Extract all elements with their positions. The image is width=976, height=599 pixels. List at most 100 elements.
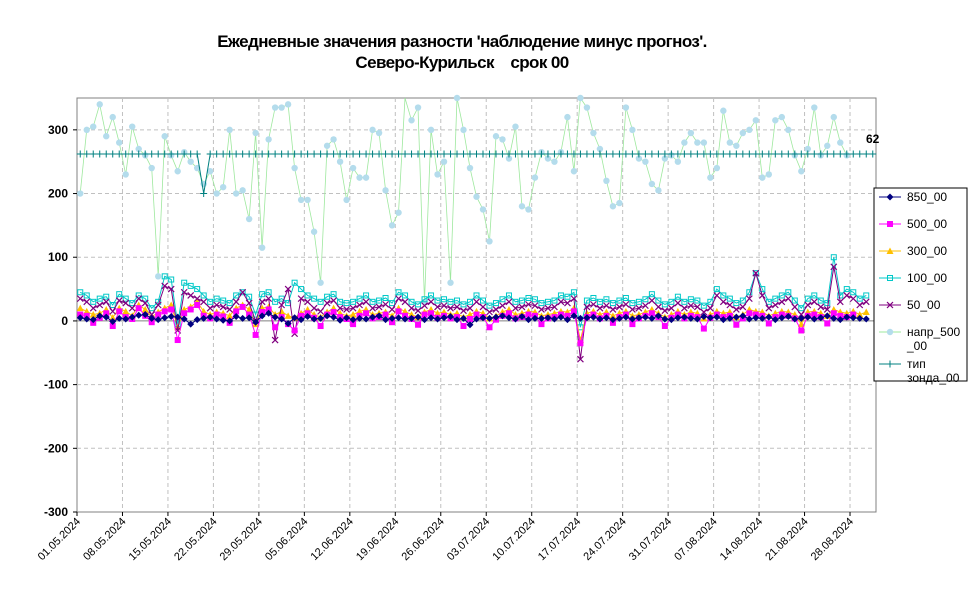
series-5-point <box>382 187 389 194</box>
series-0-point <box>401 315 409 323</box>
series-0-point <box>96 312 104 320</box>
series-3-point <box>376 297 383 304</box>
series-0-point <box>427 314 435 322</box>
series-4-point <box>667 304 675 312</box>
series-6-point <box>362 150 370 158</box>
series-5-point <box>103 133 110 140</box>
series-3-point <box>103 293 110 300</box>
series-0-point <box>518 312 526 320</box>
series-6-point <box>122 150 130 158</box>
series-1-point <box>259 309 266 316</box>
series-3-point <box>590 294 597 301</box>
series-0-point <box>752 314 760 322</box>
series-5-point <box>83 126 90 134</box>
series-5-point <box>759 174 766 181</box>
series-0-point <box>550 315 558 323</box>
series-3-point <box>837 292 844 299</box>
series-0-point <box>375 312 383 320</box>
series-0-point <box>304 312 312 320</box>
series-6-point <box>434 150 442 158</box>
series-3-point <box>752 270 759 277</box>
series-1-point <box>265 306 272 313</box>
series-6-point <box>576 150 584 158</box>
series-3-point <box>505 292 512 299</box>
series-0-point <box>765 313 773 321</box>
series-1-point <box>148 319 155 326</box>
series-1-point <box>155 311 162 318</box>
series-3-point <box>122 295 129 302</box>
x-tick-label: 26.06.2024 <box>399 516 446 563</box>
series-3-point <box>642 296 649 303</box>
series-1-point <box>505 310 512 317</box>
series-4-point <box>512 304 519 312</box>
series-4-point <box>200 298 208 306</box>
x-tick-label: 10.07.2024 <box>490 516 537 563</box>
series-4-point <box>674 299 682 307</box>
series-5-point <box>122 171 129 178</box>
series-1-point <box>661 323 668 330</box>
series-1-point <box>116 308 123 315</box>
series-6-point <box>180 150 188 158</box>
series-6-point <box>297 150 305 158</box>
series-1-point <box>330 309 337 316</box>
series-4-point <box>602 302 610 310</box>
series-5-point <box>330 136 337 143</box>
series-3-point <box>681 298 688 305</box>
series-5-point <box>265 136 272 143</box>
series-5-point <box>245 215 253 223</box>
series-3-point <box>538 300 545 307</box>
series-4-point <box>765 304 773 312</box>
series-0-point <box>109 318 117 326</box>
series-4-point <box>564 299 571 307</box>
series-4-point <box>336 304 344 312</box>
legend-box <box>873 187 968 382</box>
series-2-point <box>856 311 864 318</box>
series-5-point <box>473 193 480 200</box>
series-6-point <box>622 150 630 158</box>
series-6-point <box>667 150 675 158</box>
series-3-point <box>525 294 532 301</box>
series-3-point <box>765 298 772 305</box>
series-5-point <box>362 174 370 181</box>
series-6-point <box>700 150 708 158</box>
series-4-point <box>830 263 838 271</box>
series-2-point <box>83 307 91 315</box>
series-0-point <box>667 316 675 324</box>
series-5-point <box>765 171 773 178</box>
series-3-point <box>479 297 486 304</box>
legend-1-point <box>887 221 893 227</box>
series-3-point <box>161 273 168 280</box>
series-0-point <box>434 315 442 323</box>
series-6-point <box>141 150 149 158</box>
series-4-point <box>784 295 792 303</box>
series-4-point <box>654 303 662 311</box>
series-1-point <box>824 320 831 327</box>
series-0-point <box>778 314 786 322</box>
series-5-point <box>811 104 818 111</box>
series-4-point <box>713 292 721 299</box>
series-0-point <box>557 313 565 321</box>
series-0-point <box>330 313 338 321</box>
series-3-point <box>661 301 668 308</box>
series-0-point <box>700 312 708 320</box>
series-6-point <box>680 150 688 158</box>
series-5-point <box>648 180 656 188</box>
series-0-point <box>245 314 253 322</box>
series-6-point <box>291 150 299 158</box>
series-3-point <box>421 296 428 303</box>
series-4-point <box>239 288 247 296</box>
series-4-point <box>83 298 91 306</box>
series-6-point <box>498 150 506 158</box>
series-0-point <box>395 314 403 322</box>
series-2-point <box>408 311 416 318</box>
series-6-point <box>739 150 747 158</box>
series-4-point <box>693 303 701 311</box>
series-4-point <box>414 307 422 315</box>
series-0-point <box>622 313 630 321</box>
series-6-point <box>784 150 792 158</box>
series-3-point <box>90 298 97 305</box>
series-5-point <box>564 113 571 121</box>
series-4-point <box>375 303 383 311</box>
series-4-point <box>778 298 786 306</box>
series-5-point <box>798 168 805 175</box>
